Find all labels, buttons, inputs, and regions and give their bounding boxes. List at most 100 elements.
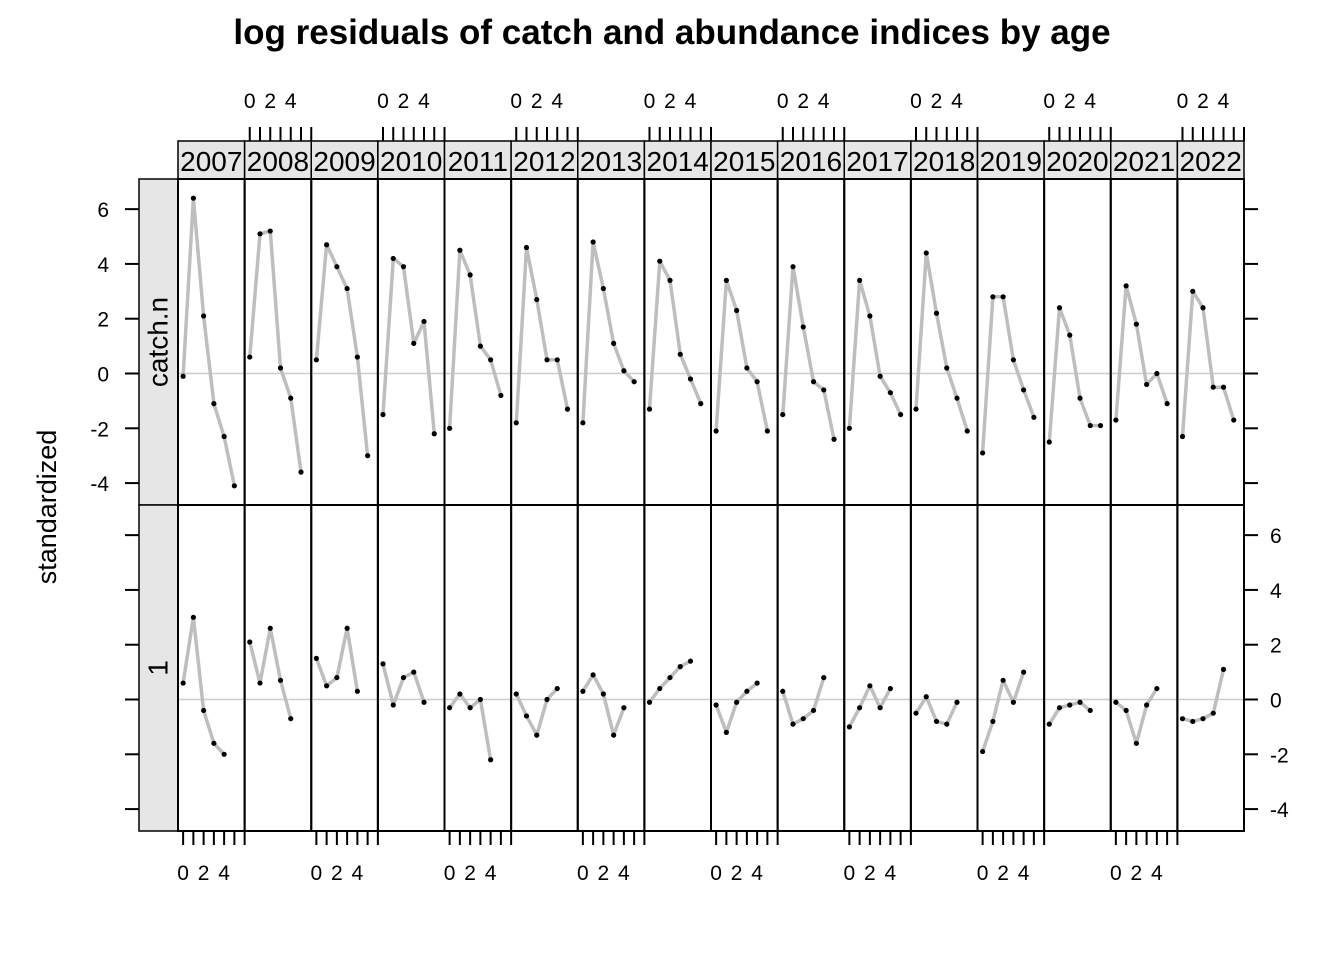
data-point-1-2017-age3 — [877, 705, 883, 711]
panel-border-1-2013 — [576, 504, 646, 832]
data-point-1-2012-age3 — [544, 696, 550, 703]
year-strip-label-2010: 2010 — [380, 146, 442, 177]
data-point-1-2016-age1 — [790, 721, 796, 727]
x-tick-label-2007-4: 4 — [218, 862, 230, 885]
x-tick-label-2010-2: 2 — [398, 90, 410, 113]
data-point-1-2007-age2 — [201, 707, 207, 714]
year-strip-label-2008: 2008 — [247, 146, 309, 177]
data-point-catch.n-2014-age3 — [677, 351, 683, 357]
panel-border-1-2015 — [710, 504, 779, 832]
data-point-1-2009-age0 — [313, 655, 319, 662]
data-point-1-2020-age4 — [1087, 707, 1093, 714]
panel-border-1-2011 — [443, 504, 513, 832]
chart-title: log residuals of catch and abundance ind… — [233, 13, 1110, 52]
data-point-catch.n-2012-age1 — [523, 244, 530, 251]
data-point-1-2017-age2 — [867, 683, 873, 689]
y-tick-label-catch.n--4: -4 — [90, 473, 109, 496]
data-point-1-2015-age3 — [744, 688, 750, 694]
data-point-catch.n-2019-age0 — [980, 450, 986, 456]
data-point-catch.n-2017-age0 — [846, 425, 852, 431]
data-point-catch.n-2009-age1 — [324, 242, 330, 248]
data-point-catch.n-2018-age1 — [923, 250, 929, 256]
y-tick-label-catch.n--2: -2 — [90, 418, 109, 441]
data-point-1-2009-age2 — [334, 674, 340, 681]
data-point-1-2014-age0 — [646, 699, 653, 705]
data-point-catch.n-2019-age3 — [1010, 357, 1016, 363]
data-point-catch.n-2011-age5 — [498, 392, 504, 399]
panel-border-catch.n-2007 — [177, 178, 246, 506]
year-strip-2008 — [243, 140, 312, 180]
x-tick-label-2014-4: 4 — [685, 90, 697, 113]
year-strip-label-2017: 2017 — [846, 146, 908, 177]
data-point-1-2007-age3 — [211, 740, 217, 746]
data-point-1-2018-age0 — [913, 710, 919, 716]
year-strip-label-2022: 2022 — [1180, 146, 1242, 177]
data-point-1-2018-age1 — [923, 694, 929, 700]
x-tick-label-2008-4: 4 — [285, 90, 297, 113]
data-point-catch.n-2010-age1 — [390, 255, 396, 262]
data-point-1-2012-age4 — [554, 685, 560, 692]
data-point-1-2008-age1 — [257, 680, 263, 686]
year-strip-label-2013: 2013 — [580, 146, 642, 177]
data-point-catch.n-2007-age5 — [231, 483, 237, 489]
data-point-1-2016-age0 — [780, 688, 786, 694]
data-point-1-2018-age3 — [944, 721, 950, 727]
data-point-catch.n-2021-age3 — [1144, 381, 1150, 388]
data-point-catch.n-2009-age2 — [334, 264, 340, 270]
series-line-1-2017 — [847, 684, 892, 728]
data-point-catch.n-2022-age2 — [1200, 305, 1206, 311]
data-point-catch.n-2012-age2 — [534, 296, 540, 303]
data-point-catch.n-2013-age0 — [580, 420, 586, 426]
year-strip-2020 — [1043, 140, 1112, 180]
data-point-1-2010-age4 — [421, 699, 427, 705]
data-point-1-2011-age0 — [447, 705, 453, 711]
panel-border-1-2010 — [376, 504, 446, 832]
panel-border-1-2012 — [510, 504, 579, 832]
x-tick-label-2022-0: 0 — [1177, 90, 1189, 113]
data-point-1-2015-age0 — [713, 702, 719, 708]
y-tick-label-catch.n-6: 6 — [97, 199, 109, 222]
series-line-catch.n-2016 — [781, 264, 836, 440]
data-point-1-2010-age2 — [400, 674, 407, 681]
x-tick-label-2013-4: 4 — [618, 862, 630, 885]
series-line-1-2013 — [581, 673, 626, 737]
data-point-catch.n-2014-age5 — [698, 401, 704, 407]
y-tick-label-1--4: -4 — [1270, 799, 1289, 822]
year-strip-2012 — [510, 140, 579, 180]
year-strip-label-2016: 2016 — [780, 146, 842, 177]
data-point-1-2021-age4 — [1154, 685, 1160, 692]
data-point-1-2018-age4 — [954, 699, 960, 705]
data-point-catch.n-2020-age2 — [1067, 332, 1073, 338]
data-point-catch.n-2012-age3 — [544, 357, 550, 363]
data-point-1-2008-age3 — [277, 677, 284, 683]
y-tick-label-1--2: -2 — [1270, 744, 1289, 767]
series-line-1-2012 — [514, 687, 559, 737]
data-point-catch.n-2016-age4 — [821, 387, 827, 393]
x-tick-label-2020-4: 4 — [1084, 90, 1096, 113]
data-point-1-2011-age2 — [467, 705, 473, 711]
panel-border-1-2017 — [843, 504, 912, 832]
data-point-catch.n-2007-age1 — [190, 195, 196, 201]
data-point-catch.n-2010-age4 — [421, 318, 427, 325]
x-tick-label-2011-4: 4 — [485, 862, 497, 885]
data-point-catch.n-2008-age4 — [288, 395, 294, 401]
data-point-catch.n-2019-age4 — [1021, 387, 1027, 393]
series-line-catch.n-2020 — [1047, 306, 1101, 443]
x-tick-label-2018-0: 0 — [910, 90, 922, 113]
year-strip-label-2007: 2007 — [180, 146, 242, 177]
data-point-1-2019-age2 — [1000, 677, 1006, 683]
x-tick-label-2019-2: 2 — [997, 862, 1009, 885]
x-tick-label-2016-2: 2 — [797, 90, 809, 113]
data-point-catch.n-2018-age2 — [933, 310, 940, 316]
data-point-1-2012-age1 — [523, 713, 530, 719]
x-tick-label-2018-2: 2 — [931, 90, 943, 113]
series-line-1-2021 — [1114, 687, 1159, 746]
series-line-catch.n-2015 — [714, 278, 770, 432]
series-line-1-2014 — [648, 659, 692, 704]
data-point-catch.n-2012-age0 — [513, 420, 519, 426]
data-point-1-2016-age2 — [800, 716, 806, 722]
data-point-1-2020-age1 — [1056, 705, 1063, 711]
data-point-catch.n-2016-age0 — [780, 411, 786, 418]
data-point-1-2015-age4 — [754, 680, 760, 686]
data-point-catch.n-2011-age3 — [477, 343, 483, 349]
